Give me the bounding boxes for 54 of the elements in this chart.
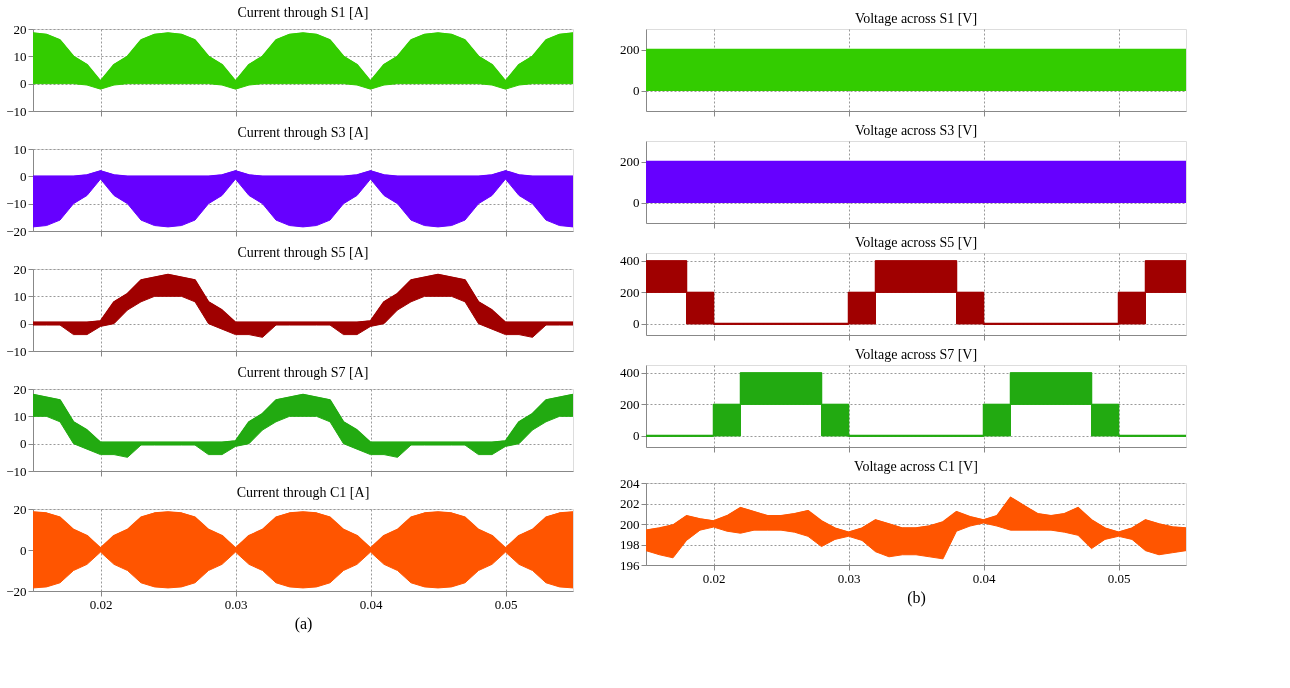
y-tick-label: 0 xyxy=(20,436,27,452)
chart-title: Voltage across S1 [V] xyxy=(854,11,978,26)
y-tick-label: −10 xyxy=(6,103,27,119)
y-tick-label: 196 xyxy=(620,557,640,573)
y-tick-label: −20 xyxy=(6,223,27,239)
chart-title: Current through S5 [A] xyxy=(237,245,369,260)
y-tick-label: 0 xyxy=(20,542,27,558)
y-tick-label: 20 xyxy=(13,381,27,397)
y-tick-label: −10 xyxy=(6,343,27,359)
y-tick-label: 20 xyxy=(13,261,27,277)
chart-title: Current through S3 [A] xyxy=(237,125,369,140)
x-tick-label: 0.02 xyxy=(702,570,726,586)
chart-title: Voltage across C1 [V] xyxy=(854,459,978,474)
y-tick-label: 198 xyxy=(620,537,640,552)
y-tick-label: −20 xyxy=(6,583,27,599)
x-axis-title: (b) xyxy=(907,588,926,607)
y-tick-label: 0 xyxy=(633,428,640,444)
y-tick-label: 200 xyxy=(620,396,640,412)
x-axis-title: (a) xyxy=(294,614,313,633)
y-tick-label: 0 xyxy=(633,195,640,210)
x-tick-label: 0.03 xyxy=(837,570,861,586)
x-tick-label: 0.03 xyxy=(224,596,248,612)
x-tick-label: 0.04 xyxy=(359,596,383,612)
y-tick-label: 202 xyxy=(620,496,640,511)
y-tick-label: 400 xyxy=(620,365,640,381)
y-tick-label: 0 xyxy=(633,316,640,332)
y-tick-label: 20 xyxy=(13,21,27,37)
chart-title: Voltage across S7 [V] xyxy=(854,347,978,362)
x-tick-label: 0.05 xyxy=(494,596,518,612)
y-tick-label: 200 xyxy=(620,42,640,57)
y-tick-label: 200 xyxy=(620,284,640,300)
y-tick-label: −10 xyxy=(6,463,27,479)
y-tick-label: 10 xyxy=(13,48,27,64)
y-tick-label: 20 xyxy=(13,501,27,517)
y-tick-label: 0 xyxy=(20,168,27,184)
chart-title: Current through C1 [A] xyxy=(236,485,370,500)
chart-title: Current through S1 [A] xyxy=(237,5,369,20)
y-tick-label: 10 xyxy=(13,408,27,424)
x-tick-label: 0.05 xyxy=(1107,570,1131,586)
x-tick-label: 0.04 xyxy=(972,570,996,586)
y-tick-label: 200 xyxy=(620,516,640,532)
y-tick-label: 10 xyxy=(13,141,27,157)
y-tick-label: 400 xyxy=(620,253,640,269)
chart-title: Current through S7 [A] xyxy=(237,365,369,380)
chart-title: Voltage across S5 [V] xyxy=(854,235,978,250)
x-tick-label: 0.02 xyxy=(89,596,113,612)
y-tick-label: 200 xyxy=(620,154,640,169)
y-tick-label: 0 xyxy=(20,316,27,332)
y-tick-label: 0 xyxy=(633,83,640,98)
chart-title: Voltage across S3 [V] xyxy=(854,123,978,138)
y-tick-label: 204 xyxy=(620,475,640,491)
y-tick-label: 10 xyxy=(13,288,27,304)
y-tick-label: −10 xyxy=(6,196,27,212)
y-tick-label: 0 xyxy=(20,76,27,92)
